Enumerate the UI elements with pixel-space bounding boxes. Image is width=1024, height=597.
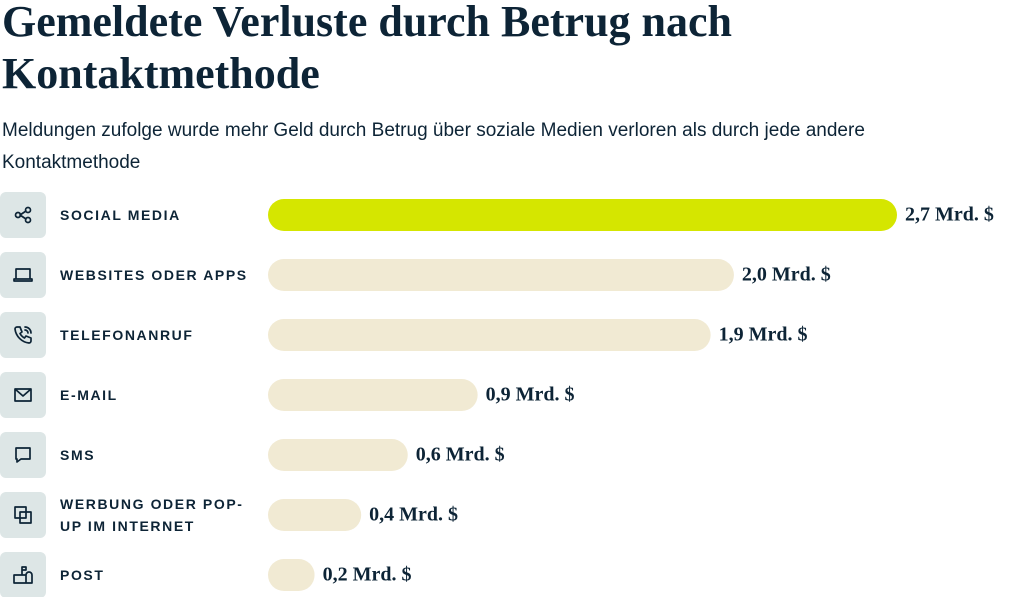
icon-glyph bbox=[14, 388, 32, 402]
icon-glyph bbox=[14, 206, 32, 224]
chart-title: Gemeldete Verluste durch Betrug nach Kon… bbox=[2, 0, 733, 98]
category-label: E-MAIL bbox=[60, 387, 118, 403]
icon-glyph bbox=[14, 506, 32, 524]
icon-box bbox=[0, 432, 46, 478]
icon bbox=[0, 252, 46, 298]
icon-box bbox=[0, 252, 46, 298]
icon bbox=[0, 192, 46, 238]
bar bbox=[268, 499, 362, 531]
icon bbox=[0, 312, 46, 358]
value-label: 2,0 Mrd. $ bbox=[742, 264, 831, 286]
category-label: SMS bbox=[60, 447, 96, 463]
bar bbox=[268, 199, 897, 231]
bar bbox=[268, 439, 408, 471]
icon-box bbox=[0, 492, 46, 538]
bar bbox=[268, 259, 734, 291]
bar bbox=[268, 559, 315, 591]
icon-box bbox=[0, 312, 46, 358]
category-label: WERBUNG ODER POP-UP IM INTERNET bbox=[60, 496, 244, 534]
value-label: 0,2 Mrd. $ bbox=[323, 564, 412, 586]
category-label: WEBSITES ODER APPS bbox=[60, 267, 248, 283]
category-label: POST bbox=[60, 567, 105, 583]
icon-box bbox=[0, 192, 46, 238]
icon-glyph bbox=[15, 447, 31, 463]
icon bbox=[0, 432, 46, 478]
value-label: 1,9 Mrd. $ bbox=[719, 324, 808, 346]
bar bbox=[268, 319, 711, 351]
icon-glyph bbox=[13, 268, 33, 282]
value-label: 0,9 Mrd. $ bbox=[486, 384, 575, 406]
icon bbox=[0, 372, 46, 418]
bar bbox=[268, 379, 478, 411]
icon bbox=[0, 492, 46, 538]
icon-glyph bbox=[13, 566, 33, 584]
icon-glyph bbox=[14, 326, 32, 344]
category-label: TELEFONANRUF bbox=[60, 327, 194, 343]
category-label: SOCIAL MEDIA bbox=[60, 207, 181, 223]
value-label: 0,6 Mrd. $ bbox=[416, 444, 505, 466]
icon bbox=[0, 552, 46, 597]
value-label: 2,7 Mrd. $ bbox=[905, 204, 994, 226]
chart-subtitle: Meldungen zufolge wurde mehr Geld durch … bbox=[2, 120, 865, 173]
value-label: 0,4 Mrd. $ bbox=[369, 504, 458, 526]
